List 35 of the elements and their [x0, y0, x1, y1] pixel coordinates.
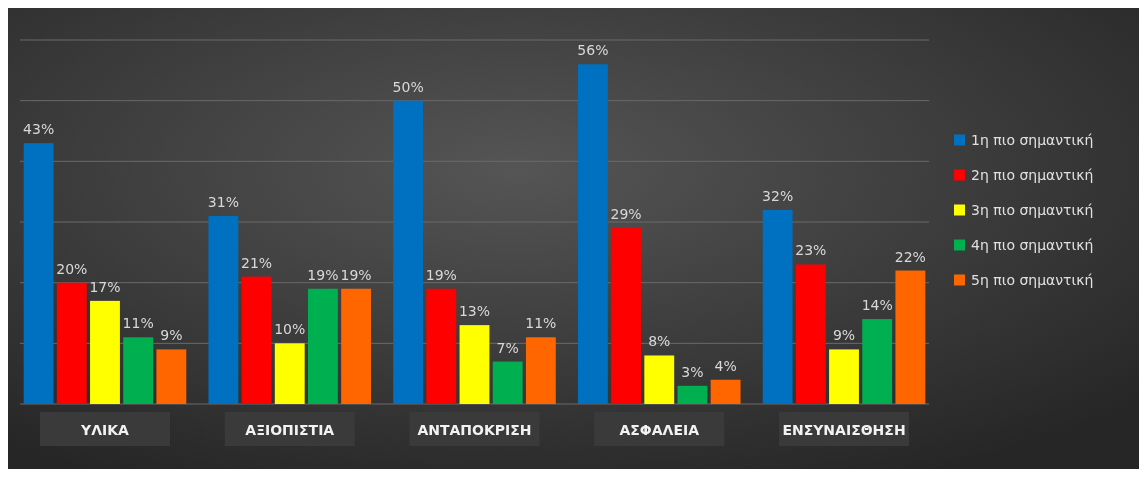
legend-label: 3η πιο σημαντική [971, 201, 1094, 218]
legend-label: 2η πιο σημαντική [971, 166, 1094, 183]
data-label: 11% [525, 315, 557, 332]
data-label: 4% [714, 357, 737, 374]
data-label: 8% [648, 333, 671, 350]
legend-label: 4η πιο σημαντική [971, 236, 1094, 253]
x-tick-label: ΥΛΙΚΑ [80, 422, 130, 438]
x-tick-label: ΑΝΤΑΠΟΚΡΙΣΗ [417, 422, 532, 438]
data-label: 3% [681, 363, 704, 380]
data-label: 11% [122, 315, 154, 332]
legend-label: 1η πιο σημαντική [971, 131, 1094, 148]
data-label: 56% [577, 42, 609, 59]
data-label: 19% [425, 266, 457, 283]
data-label: 32% [762, 187, 794, 204]
data-label: 22% [894, 248, 926, 265]
data-label: 20% [56, 260, 88, 277]
data-label: 13% [458, 303, 491, 320]
x-tick-label: ΕΝΣΥΝΑΙΣΘΗΣΗ [782, 422, 906, 438]
data-label: 29% [610, 206, 642, 223]
x-tick-label: ΑΞΙΟΠΙΣΤΙΑ [245, 422, 335, 438]
data-label: 43% [23, 121, 55, 138]
data-label: 10% [274, 321, 306, 338]
x-tick-label: ΑΣΦΑΛΕΙΑ [619, 422, 700, 438]
data-label: 31% [207, 193, 239, 210]
data-label: 9% [160, 327, 183, 344]
data-label: 9% [832, 327, 856, 344]
data-label: 7% [496, 339, 519, 356]
data-label: 17% [89, 278, 121, 295]
data-label: 14% [861, 297, 893, 314]
data-label: 21% [241, 254, 273, 271]
legend-label: 5η πιο σημαντική [971, 271, 1094, 288]
data-label: 50% [392, 78, 424, 95]
data-label: 19% [340, 266, 372, 283]
data-label: 23% [795, 242, 827, 259]
data-label: 19% [307, 266, 339, 283]
